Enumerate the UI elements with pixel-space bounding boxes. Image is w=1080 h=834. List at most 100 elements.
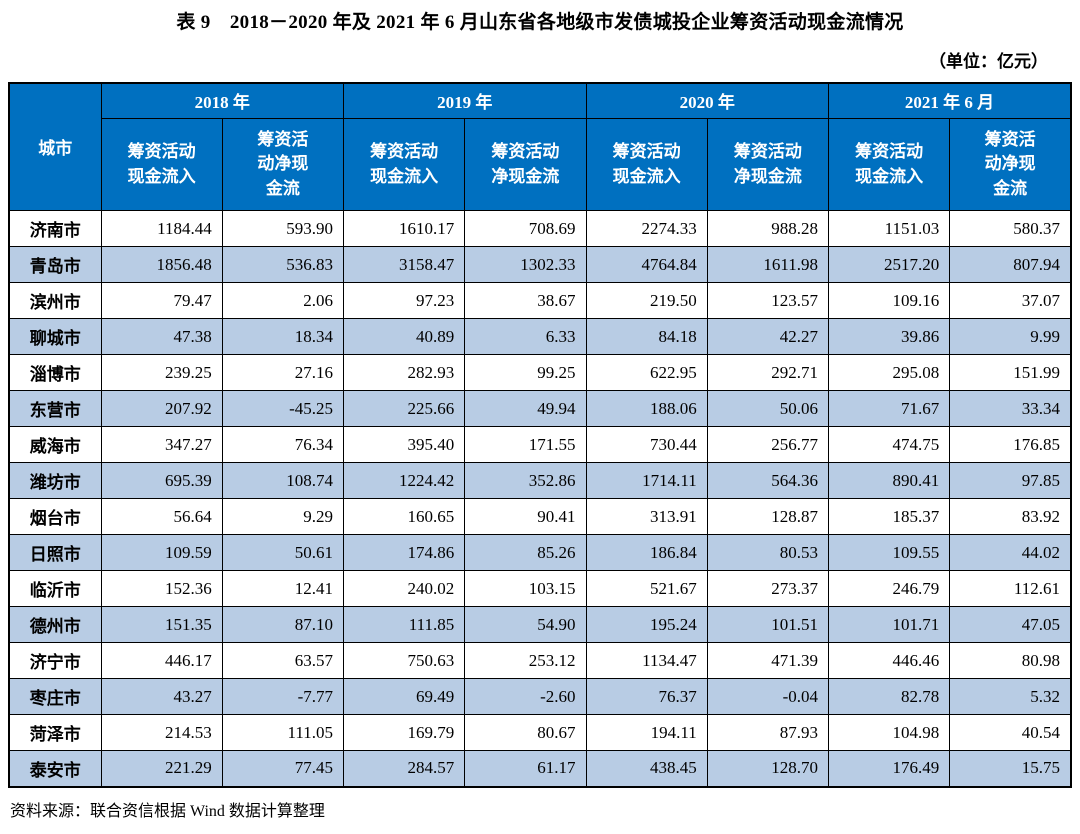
subheader-2021-net: 筹资活 动净现 金流: [949, 118, 1072, 212]
table-header: 城市 2018 年 2019 年 2020 年 2021 年 6 月 筹资活动 …: [8, 82, 1072, 212]
value-cell: 176.85: [949, 426, 1072, 464]
value-cell: 253.12: [464, 642, 587, 680]
value-cell: 160.65: [342, 498, 466, 536]
city-column-header: 城市: [8, 82, 102, 212]
table-row: 德州市 151.35 87.10 111.85 54.90 195.24 101.51 101…: [8, 606, 1072, 644]
value-cell: 2.06: [221, 282, 345, 320]
value-cell: 593.90: [221, 210, 345, 248]
city-cell: 济南市: [8, 210, 102, 248]
value-cell: 750.63: [342, 642, 466, 680]
value-cell: 2517.20: [827, 246, 951, 284]
subheader-2019-inflow: 筹资活动 现金流入: [342, 118, 466, 212]
value-cell: 622.95: [585, 354, 708, 392]
city-cell: 泰安市: [8, 750, 102, 788]
value-cell: 195.24: [585, 606, 708, 644]
value-cell: 521.67: [585, 570, 708, 608]
value-cell: 90.41: [464, 498, 587, 536]
city-cell: 德州市: [8, 606, 102, 644]
value-cell: 282.93: [342, 354, 466, 392]
value-cell: 109.55: [827, 534, 951, 572]
subheader-2021-inflow: 筹资活动 现金流入: [827, 118, 951, 212]
value-cell: 171.55: [464, 426, 587, 464]
value-cell: 151.99: [949, 354, 1072, 392]
value-cell: 313.91: [585, 498, 708, 536]
value-cell: 214.53: [100, 714, 223, 752]
value-cell: 47.38: [100, 318, 223, 356]
value-cell: 6.33: [464, 318, 587, 356]
table-body: 济南市 1184.44 593.90 1610.17 708.69 2274.33 988.…: [8, 210, 1072, 788]
value-cell: 12.41: [221, 570, 345, 608]
city-cell: 日照市: [8, 534, 102, 572]
value-cell: 38.67: [464, 282, 587, 320]
table-row: 济南市 1184.44 593.90 1610.17 708.69 2274.33 988.…: [8, 210, 1072, 248]
source-note: 资料来源：联合资信根据 Wind 数据计算整理: [10, 802, 325, 820]
value-cell: 2274.33: [585, 210, 708, 248]
value-cell: -7.77: [221, 678, 345, 716]
value-cell: 176.49: [827, 750, 951, 788]
value-cell: 471.39: [706, 642, 830, 680]
value-cell: 76.37: [585, 678, 708, 716]
value-cell: 109.59: [100, 534, 223, 572]
value-cell: 1224.42: [342, 462, 466, 500]
value-cell: 188.06: [585, 390, 708, 428]
value-cell: 169.79: [342, 714, 466, 752]
value-cell: 18.34: [221, 318, 345, 356]
subheader-2020-net: 筹资活动 净现金流: [706, 118, 830, 212]
table-row: 日照市 109.59 50.61 174.86 85.26 186.84 80.53 109.…: [8, 534, 1072, 572]
value-cell: 446.46: [827, 642, 951, 680]
value-cell: -2.60: [464, 678, 587, 716]
year-group-2021-06: 2021 年 6 月: [828, 82, 1072, 120]
value-cell: 47.05: [949, 606, 1072, 644]
value-cell: 194.11: [585, 714, 708, 752]
value-cell: 87.10: [221, 606, 345, 644]
value-cell: 103.15: [464, 570, 587, 608]
value-cell: 123.57: [706, 282, 830, 320]
subheader-2020-inflow: 筹资活动 现金流入: [585, 118, 708, 212]
table-row: 滨州市 79.47 2.06 97.23 38.67 219.50 123.57 109.16…: [8, 282, 1072, 320]
value-cell: 186.84: [585, 534, 708, 572]
year-group-2018: 2018 年: [100, 82, 344, 120]
city-cell: 威海市: [8, 426, 102, 464]
table-row: 青岛市 1856.48 536.83 3158.47 1302.33 4764.84 161…: [8, 246, 1072, 284]
city-cell: 滨州市: [8, 282, 102, 320]
value-cell: 80.67: [464, 714, 587, 752]
value-cell: 695.39: [100, 462, 223, 500]
value-cell: 352.86: [464, 462, 587, 500]
value-cell: 15.75: [949, 750, 1072, 788]
value-cell: 56.64: [100, 498, 223, 536]
value-cell: 5.32: [949, 678, 1072, 716]
city-cell: 聊城市: [8, 318, 102, 356]
value-cell: 185.37: [827, 498, 951, 536]
value-cell: 33.34: [949, 390, 1072, 428]
value-cell: 108.74: [221, 462, 345, 500]
table-row: 威海市 347.27 76.34 395.40 171.55 730.44 256.77 47…: [8, 426, 1072, 464]
value-cell: 101.51: [706, 606, 830, 644]
value-cell: 1151.03: [827, 210, 951, 248]
value-cell: 239.25: [100, 354, 223, 392]
value-cell: 101.71: [827, 606, 951, 644]
value-cell: 71.67: [827, 390, 951, 428]
value-cell: 536.83: [221, 246, 345, 284]
value-cell: 890.41: [827, 462, 951, 500]
value-cell: 347.27: [100, 426, 223, 464]
table-row: 聊城市 47.38 18.34 40.89 6.33 84.18 42.27 39.86 9.9…: [8, 318, 1072, 356]
value-cell: 69.49: [342, 678, 466, 716]
value-cell: 128.87: [706, 498, 830, 536]
value-cell: 84.18: [585, 318, 708, 356]
value-cell: 221.29: [100, 750, 223, 788]
subheader-2018-inflow: 筹资活动 现金流入: [100, 118, 223, 212]
value-cell: 76.34: [221, 426, 345, 464]
table-row: 泰安市 221.29 77.45 284.57 61.17 438.45 128.70 176…: [8, 750, 1072, 788]
value-cell: 80.53: [706, 534, 830, 572]
value-cell: 151.35: [100, 606, 223, 644]
value-cell: 63.57: [221, 642, 345, 680]
value-cell: 40.54: [949, 714, 1072, 752]
value-cell: 50.61: [221, 534, 345, 572]
value-cell: 580.37: [949, 210, 1072, 248]
value-cell: -0.04: [706, 678, 830, 716]
value-cell: 273.37: [706, 570, 830, 608]
value-cell: 104.98: [827, 714, 951, 752]
value-cell: 564.36: [706, 462, 830, 500]
value-cell: 97.23: [342, 282, 466, 320]
